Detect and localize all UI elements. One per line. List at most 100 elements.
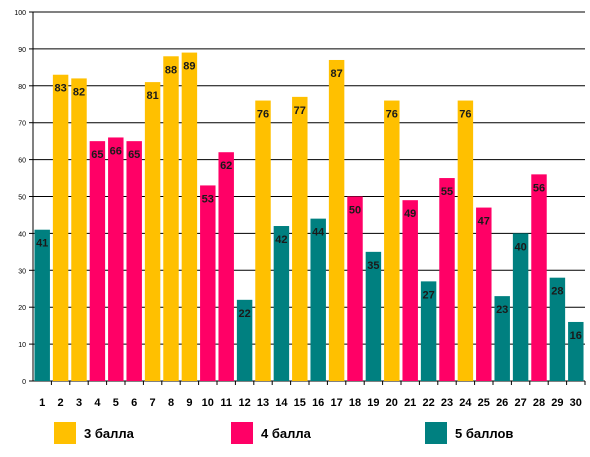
y-tick-label: 0 bbox=[22, 379, 26, 386]
data-label-19: 35 bbox=[367, 260, 379, 272]
x-tick-label-23: 23 bbox=[441, 397, 453, 409]
legend-item-4-balla: 4 балла bbox=[231, 422, 311, 444]
bar-2 bbox=[52, 74, 69, 381]
x-tick-label-6: 6 bbox=[131, 397, 137, 409]
legend: 3 балла 4 балла 5 баллов bbox=[0, 420, 590, 450]
bar-25 bbox=[476, 207, 492, 381]
data-label-2: 83 bbox=[54, 83, 66, 95]
x-tick-label-27: 27 bbox=[514, 397, 526, 409]
data-label-14: 42 bbox=[275, 234, 287, 246]
legend-item-5-ballov: 5 баллов bbox=[425, 422, 513, 444]
bar-18 bbox=[347, 196, 363, 381]
data-label-21: 49 bbox=[404, 208, 416, 220]
x-tick-label-9: 9 bbox=[186, 397, 192, 409]
x-tick-label-7: 7 bbox=[150, 397, 156, 409]
x-tick-label-10: 10 bbox=[202, 397, 214, 409]
data-label-6: 65 bbox=[128, 149, 140, 161]
x-tick-label-4: 4 bbox=[94, 397, 101, 409]
bar-4 bbox=[89, 141, 106, 381]
y-tick-label: 20 bbox=[18, 305, 26, 312]
x-tick-label-3: 3 bbox=[76, 397, 82, 409]
x-tick-label-30: 30 bbox=[570, 397, 582, 409]
y-tick-label: 50 bbox=[18, 195, 26, 202]
data-label-7: 81 bbox=[146, 90, 158, 102]
x-tick-label-29: 29 bbox=[551, 397, 563, 409]
x-tick-label-17: 17 bbox=[330, 397, 342, 409]
bar-11 bbox=[218, 152, 234, 381]
data-label-26: 23 bbox=[496, 304, 508, 316]
bar-15 bbox=[292, 96, 308, 382]
y-tick-label: 90 bbox=[18, 47, 26, 54]
data-label-23: 55 bbox=[441, 186, 453, 198]
bar-8 bbox=[163, 56, 179, 381]
x-tick-label-18: 18 bbox=[349, 397, 361, 409]
bar-28 bbox=[531, 174, 547, 381]
data-label-16: 44 bbox=[312, 227, 325, 239]
data-label-25: 47 bbox=[478, 216, 490, 228]
bar-14 bbox=[273, 226, 290, 381]
x-tick-label-8: 8 bbox=[168, 397, 174, 409]
x-tick-label-5: 5 bbox=[113, 397, 119, 409]
bar-23 bbox=[439, 178, 455, 381]
data-label-18: 50 bbox=[349, 205, 361, 217]
data-label-13: 76 bbox=[257, 109, 269, 121]
bar-24 bbox=[457, 100, 474, 381]
x-tick-label-25: 25 bbox=[478, 397, 490, 409]
y-tick-label: 40 bbox=[18, 231, 26, 238]
x-tick-label-20: 20 bbox=[386, 397, 398, 409]
x-tick-label-12: 12 bbox=[238, 397, 250, 409]
legend-swatch bbox=[425, 422, 447, 444]
bar-17 bbox=[328, 59, 345, 381]
bar-21 bbox=[402, 200, 418, 381]
y-tick-label: 10 bbox=[18, 342, 26, 349]
bar-30 bbox=[568, 321, 584, 381]
data-label-28: 56 bbox=[533, 182, 545, 194]
bar-5 bbox=[108, 137, 124, 381]
bar-3 bbox=[71, 78, 87, 382]
bar-26 bbox=[494, 296, 510, 381]
data-label-24: 76 bbox=[459, 109, 471, 121]
x-tick-label-24: 24 bbox=[459, 397, 472, 409]
bar-16 bbox=[310, 218, 326, 381]
bar-20 bbox=[384, 100, 400, 381]
bar-10 bbox=[200, 185, 216, 381]
data-label-3: 82 bbox=[73, 86, 85, 98]
data-label-12: 22 bbox=[238, 308, 250, 320]
bar-7 bbox=[144, 82, 161, 382]
data-label-17: 87 bbox=[330, 68, 342, 80]
x-tick-label-2: 2 bbox=[58, 397, 64, 409]
data-label-8: 88 bbox=[165, 64, 177, 76]
data-label-29: 28 bbox=[551, 286, 563, 298]
bar-1 bbox=[34, 229, 50, 381]
data-label-22: 27 bbox=[422, 289, 434, 301]
data-label-1: 41 bbox=[36, 238, 48, 250]
data-label-30: 16 bbox=[570, 330, 582, 342]
bar-19 bbox=[365, 251, 382, 381]
bar-13 bbox=[255, 100, 271, 381]
x-tick-label-16: 16 bbox=[312, 397, 324, 409]
data-label-11: 62 bbox=[220, 160, 232, 172]
legend-swatch bbox=[231, 422, 253, 444]
data-label-15: 77 bbox=[294, 105, 306, 117]
legend-label: 5 баллов bbox=[455, 425, 514, 441]
bar-27 bbox=[512, 233, 529, 381]
legend-item-3-balla: 3 балла bbox=[54, 422, 134, 444]
y-tick-label: 30 bbox=[18, 268, 26, 275]
data-label-9: 89 bbox=[183, 61, 195, 73]
bar-12 bbox=[236, 299, 253, 381]
bar-9 bbox=[181, 52, 198, 382]
x-tick-label-15: 15 bbox=[294, 397, 306, 409]
bar-22 bbox=[420, 281, 437, 381]
y-tick-label: 100 bbox=[14, 10, 26, 17]
x-tick-label-13: 13 bbox=[257, 397, 269, 409]
x-tick-label-26: 26 bbox=[496, 397, 508, 409]
x-tick-label-22: 22 bbox=[422, 397, 434, 409]
data-label-4: 65 bbox=[91, 149, 103, 161]
x-tick-label-1: 1 bbox=[39, 397, 45, 409]
legend-label: 3 балла bbox=[84, 425, 134, 441]
data-label-27: 40 bbox=[514, 241, 526, 253]
x-tick-label-19: 19 bbox=[367, 397, 379, 409]
legend-swatch bbox=[54, 422, 76, 444]
legend-label: 4 балла bbox=[261, 425, 311, 441]
